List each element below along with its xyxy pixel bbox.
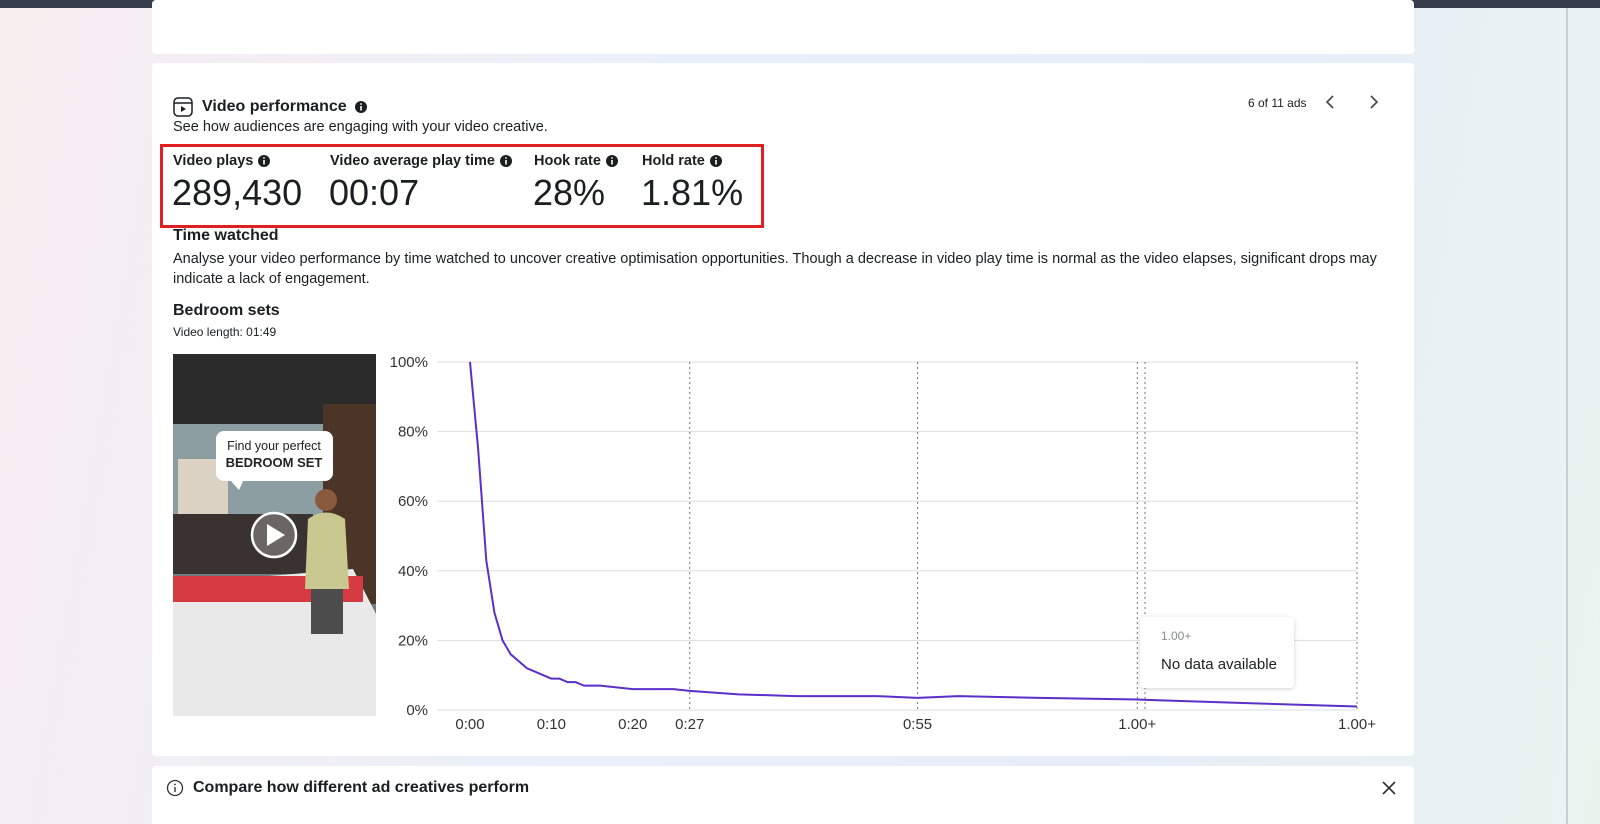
banner-text: Compare how different ad creatives perfo… bbox=[193, 779, 530, 796]
close-button[interactable] bbox=[1381, 780, 1397, 796]
y-tick-label: 60% bbox=[398, 493, 428, 510]
section-subtitle: See how audiences are engaging with your… bbox=[173, 119, 548, 135]
y-tick-label: 40% bbox=[398, 563, 428, 580]
metric-label: Hook rate bbox=[534, 153, 601, 169]
x-tick-label: 0:27 bbox=[675, 716, 704, 733]
metric-label: Hold rate bbox=[642, 153, 705, 169]
x-tick-label: 1.00+ bbox=[1118, 716, 1156, 733]
info-icon[interactable] bbox=[709, 154, 723, 168]
tooltip-title: 1.00+ bbox=[1161, 629, 1191, 643]
time-watched-title: Time watched bbox=[173, 227, 279, 244]
x-tick-label: 0:10 bbox=[537, 716, 566, 733]
highlight-box bbox=[160, 144, 764, 228]
info-icon[interactable] bbox=[605, 154, 619, 168]
y-tick-label: 100% bbox=[390, 354, 428, 371]
video-icon bbox=[173, 97, 193, 117]
thumbnail-text: Find your perfect bbox=[227, 439, 321, 453]
x-tick-label: 0:00 bbox=[455, 716, 484, 733]
scroll-edge bbox=[1566, 8, 1568, 824]
info-icon[interactable] bbox=[354, 100, 368, 114]
x-tick-label: 1.00+ bbox=[1338, 716, 1376, 733]
section-title: Video performance bbox=[202, 98, 347, 115]
metric-value: 00:07 bbox=[329, 172, 420, 213]
y-tick-label: 0% bbox=[406, 702, 428, 719]
metric-value: 28% bbox=[533, 172, 606, 213]
next-button[interactable] bbox=[1366, 94, 1382, 110]
info-icon[interactable] bbox=[499, 154, 513, 168]
prev-button[interactable] bbox=[1322, 94, 1338, 110]
metric-label: Video average play time bbox=[330, 153, 495, 169]
line-series bbox=[469, 361, 1358, 708]
banner-info-icon bbox=[166, 779, 184, 797]
tooltip bbox=[1140, 617, 1294, 688]
x-tick-label: 0:20 bbox=[618, 716, 647, 733]
video-title: Bedroom sets bbox=[173, 302, 280, 319]
video-thumbnail[interactable]: Find your perfect BEDROOM SET bbox=[173, 354, 376, 716]
metric-value: 289,430 bbox=[172, 172, 303, 213]
chart: 0% 20% 40% 60% 80% 100% 0:00 0:10 0:20 0:27 0:55 1.… bbox=[390, 354, 1377, 733]
metric-value: 1.81% bbox=[641, 172, 744, 213]
tooltip-text: No data available bbox=[1161, 656, 1277, 673]
y-tick-label: 80% bbox=[398, 424, 428, 441]
time-watched-description: Analyse your video performance by time w… bbox=[173, 251, 1377, 287]
info-icon[interactable] bbox=[257, 154, 271, 168]
previous-card bbox=[152, 0, 1414, 54]
banner-card bbox=[152, 766, 1414, 824]
metric-label: Video plays bbox=[173, 153, 254, 169]
video-length: Video length: 01:49 bbox=[173, 325, 277, 339]
thumbnail-text: BEDROOM SET bbox=[226, 455, 323, 470]
x-tick-label: 0:55 bbox=[903, 716, 932, 733]
pager-text: 6 of 11 ads bbox=[1248, 96, 1307, 110]
y-tick-label: 20% bbox=[398, 632, 428, 649]
